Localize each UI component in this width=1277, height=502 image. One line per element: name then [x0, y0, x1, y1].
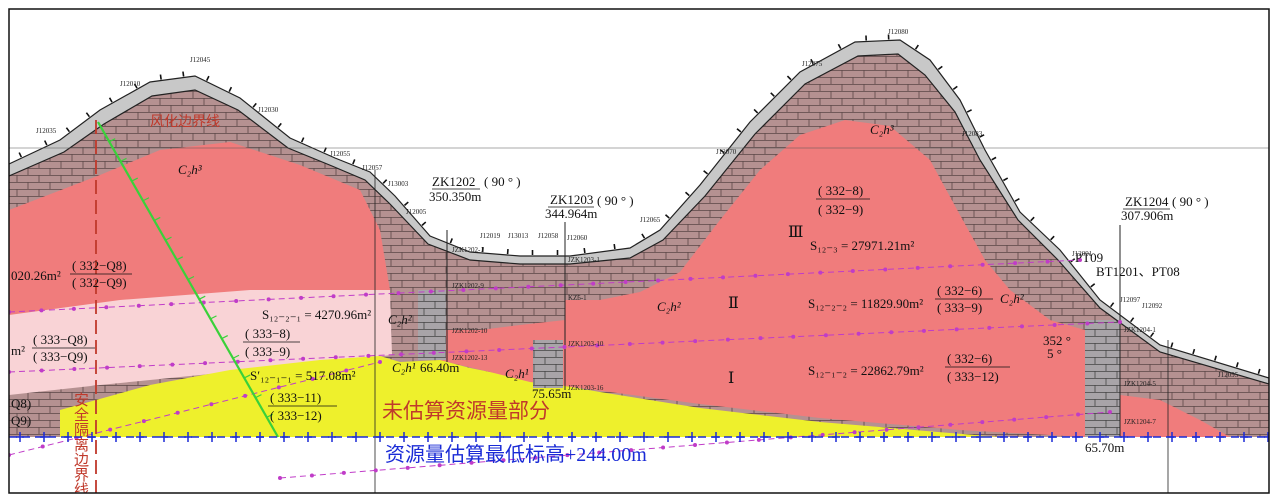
svg-text:( 90 ° ): ( 90 ° ) [484, 174, 521, 189]
survey-point-label: J12005 [406, 208, 427, 216]
weathering-line-label: 风化边界线 [150, 114, 220, 130]
survey-point-label: J12080 [888, 28, 909, 36]
svg-text:ZK1202: ZK1202 [432, 174, 475, 189]
survey-point-label: J12092 [1142, 302, 1163, 310]
sample-label: JZK1204-7 [1124, 418, 1156, 426]
svg-text:m²: m² [11, 343, 25, 358]
svg-text:( 333−Q9): ( 333−Q9) [33, 349, 88, 364]
sample-label: JZK1204-1 [1124, 326, 1156, 334]
depth-zk1204: 65.70m [1085, 440, 1124, 455]
svg-text:Q8): Q8) [11, 396, 31, 411]
survey-point-label: J12058 [538, 232, 559, 240]
survey-point-label: J12097 [1120, 296, 1141, 304]
svg-text:( 332−8): ( 332−8) [818, 183, 863, 198]
sample-label: JZK1203-10 [568, 340, 604, 348]
svg-text:ZK1203: ZK1203 [550, 192, 593, 207]
svg-text:( 333−12): ( 333−12) [947, 369, 999, 384]
svg-text:( 333−Q8): ( 333−Q8) [33, 332, 88, 347]
sample-label: KZ5-1 [568, 294, 587, 302]
dyke-1 [418, 290, 446, 360]
area-s123: S₁₂₋₃ = 27971.21m² [810, 238, 914, 253]
survey-point-label: J13013 [508, 232, 529, 240]
block-roman-2: Ⅱ [728, 295, 739, 312]
sample-label: JZK1202-9 [452, 282, 484, 290]
svg-text:( 333−12): ( 333−12) [270, 408, 322, 423]
svg-text:( 333−9): ( 333−9) [937, 300, 982, 315]
stratum-c2h3-left: C₂h³ [178, 162, 203, 177]
svg-text:( 332−6): ( 332−6) [937, 283, 982, 298]
svg-text:ZK1204: ZK1204 [1125, 194, 1169, 209]
survey-point-label: J12055 [330, 150, 351, 158]
sample-label: JZK1203-16 [568, 384, 604, 392]
survey-point-label: J12070 [716, 148, 737, 156]
sample-label: JZK1203-1 [568, 256, 600, 264]
survey-point-label: J12060 [567, 234, 588, 242]
survey-point-label: J12083 [962, 130, 983, 138]
stratum-c2h2-a: C₂h² [388, 312, 413, 327]
safety-line-label: 安全隔离边界线 [72, 392, 89, 497]
min-elevation-label: 资源量估算最低标高+244.00m [385, 443, 647, 466]
unestimated-label: 未估算资源量部分 [382, 399, 550, 423]
svg-text:( 90 ° ): ( 90 ° ) [1172, 194, 1209, 209]
svg-text:Q9): Q9) [11, 413, 31, 428]
survey-point-label: J13003 [388, 180, 409, 188]
stratum-c2h2-b: C₂h² [657, 299, 682, 314]
stratum-c2h1-a: C₂h¹ [392, 360, 416, 375]
svg-text:( 332−Q8): ( 332−Q8) [72, 258, 127, 273]
svg-text:344.964m: 344.964m [545, 206, 597, 221]
svg-text:( 332−6): ( 332−6) [947, 351, 992, 366]
survey-point-label: J12091 [1072, 250, 1093, 258]
sample-label: JZK1204-5 [1124, 380, 1156, 388]
survey-point-label: J12019 [480, 232, 501, 240]
svg-text:307.906m: 307.906m [1121, 208, 1173, 223]
survey-point-label: J12057 [362, 164, 383, 172]
svg-text:( 90 ° ): ( 90 ° ) [597, 193, 634, 208]
sample-label: JZK1202-10 [452, 327, 488, 335]
survey-point-label: J12010 [120, 80, 141, 88]
trench-bt1201: BT1201、PT08 [1096, 264, 1180, 279]
survey-point-label: J12045 [190, 56, 211, 64]
survey-point-label: J12035 [36, 127, 57, 135]
stratum-c2h1-b: C₂h¹ [505, 366, 529, 381]
area-s1212: S₁₂₋₁₋₂ = 22862.79m² [808, 363, 924, 378]
svg-text:( 333−11): ( 333−11) [270, 390, 321, 405]
svg-text:020.26m²: 020.26m² [11, 268, 61, 283]
svg-text:( 333−8): ( 333−8) [245, 326, 290, 341]
area-s1211: S′₁₂₋₁₋₁ = 517.08m² [250, 368, 356, 383]
svg-text:( 332−Q9): ( 332−Q9) [72, 275, 127, 290]
dip-value: 5 ° [1047, 346, 1062, 361]
block-roman-1: Ⅰ [728, 370, 734, 387]
survey-point-label: J12030 [258, 106, 279, 114]
block-roman-3: Ⅲ [788, 224, 803, 241]
depth-zk1203: 75.65m [532, 386, 571, 401]
sample-label: JZK1202-13 [452, 354, 488, 362]
svg-text:( 333−9): ( 333−9) [245, 344, 290, 359]
depth-zk1202: 66.40m [420, 360, 459, 375]
stratum-c2h3-right: C₂h³ [870, 122, 895, 137]
survey-point-label: J12065 [640, 216, 661, 224]
area-s1222: S₁₂₋₂₋₂ = 11829.90m² [808, 296, 923, 311]
survey-point-label: J12075 [802, 60, 823, 68]
dyke-3 [1085, 320, 1120, 437]
stratum-c2h2-c: C₂h² [1000, 291, 1025, 306]
survey-point-label: J12095 [1218, 371, 1239, 379]
area-s1221: S₁₂₋₂₋₁ = 4270.96m² [262, 307, 371, 322]
svg-text:350.350m: 350.350m [429, 189, 481, 204]
sample-label: JZK1202-1 [452, 246, 484, 254]
svg-text:( 332−9): ( 332−9) [818, 202, 863, 217]
